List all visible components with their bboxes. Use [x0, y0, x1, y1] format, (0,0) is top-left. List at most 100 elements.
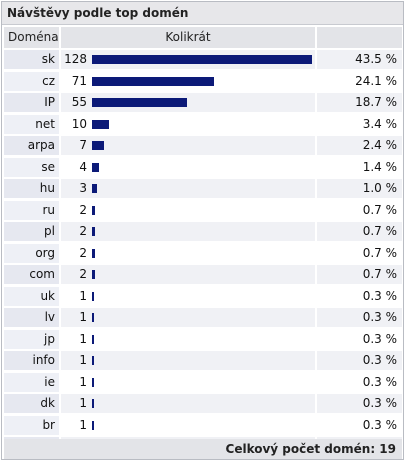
count-cell: 1	[61, 415, 315, 435]
table-row: net 10 3.4 %	[2, 114, 403, 136]
domain-cell: IP	[4, 93, 59, 112]
domain-cell: hu	[4, 179, 59, 198]
percent-cell: 0.7 %	[317, 243, 402, 263]
count-value: 128	[64, 52, 87, 66]
count-cell: 128	[61, 50, 315, 69]
percent-cell: 0.7 %	[317, 265, 402, 284]
count-cell: 3	[61, 179, 315, 198]
count-cell: 1	[61, 329, 315, 349]
panel-title: Návštěvy podle top domén	[2, 2, 403, 25]
count-bar	[92, 205, 95, 215]
percent-cell: 43.5 %	[317, 50, 402, 69]
domain-cell: net	[4, 114, 59, 134]
count-bar	[92, 55, 312, 64]
count-bar	[92, 399, 94, 408]
count-cell: 2	[61, 265, 315, 284]
domain-cell: uk	[4, 286, 59, 306]
column-header-domain: Doména	[4, 27, 59, 48]
total-domains-footer: Celkový počet domén: 19	[4, 439, 402, 459]
count-bar	[92, 377, 94, 387]
count-cell: 2	[61, 222, 315, 241]
percent-cell: 0.3 %	[317, 329, 402, 349]
count-value: 7	[79, 138, 87, 152]
percent-cell: 0.7 %	[317, 200, 402, 220]
percent-cell: 0.3 %	[317, 351, 402, 370]
table-row: ie 1 0.3 %	[2, 372, 403, 394]
count-value: 1	[79, 288, 87, 303]
table-row: com 2 0.7 %	[2, 264, 403, 286]
table-row: dk 1 0.3 %	[2, 393, 403, 415]
table-row: se 4 1.4 %	[2, 157, 403, 179]
domain-cell: com	[4, 265, 59, 284]
table-row: pl 2 0.7 %	[2, 221, 403, 243]
count-value: 71	[71, 73, 87, 88]
percent-cell: 0.3 %	[317, 308, 402, 327]
count-value: 1	[79, 331, 87, 346]
count-value: 10	[71, 116, 87, 131]
count-bar	[92, 162, 99, 172]
domain-cell: info	[4, 351, 59, 370]
table-row: IP 55 18.7 %	[2, 92, 403, 114]
domain-cell: arpa	[4, 136, 59, 155]
count-value: 2	[79, 267, 87, 281]
percent-cell: 18.7 %	[317, 93, 402, 112]
column-header-percent	[317, 27, 402, 48]
count-bar	[92, 313, 94, 322]
count-cell: 1	[61, 286, 315, 306]
domain-cell: se	[4, 157, 59, 177]
count-value: 1	[79, 353, 87, 367]
percent-cell: 1.0 %	[317, 179, 402, 198]
domain-cell: sk	[4, 50, 59, 69]
count-cell: 1	[61, 351, 315, 370]
percent-cell: 0.3 %	[317, 394, 402, 413]
count-bar	[92, 420, 94, 430]
domain-cell: ie	[4, 372, 59, 392]
count-cell: 55	[61, 93, 315, 112]
table-row: org 2 0.7 %	[2, 243, 403, 265]
table-row: lv 1 0.3 %	[2, 307, 403, 329]
domain-cell: lv	[4, 308, 59, 327]
percent-cell: 0.3 %	[317, 372, 402, 392]
count-bar	[92, 334, 94, 344]
count-value: 3	[79, 181, 87, 195]
count-bar	[92, 248, 95, 258]
count-bar	[92, 184, 97, 193]
count-value: 4	[79, 159, 87, 174]
count-cell: 1	[61, 372, 315, 392]
table-row: hu 3 1.0 %	[2, 178, 403, 200]
count-value: 1	[79, 374, 87, 389]
domain-cell: org	[4, 243, 59, 263]
percent-cell: 0.7 %	[317, 222, 402, 241]
count-cell: 2	[61, 243, 315, 263]
count-bar	[92, 291, 94, 301]
count-bar	[92, 270, 95, 279]
domain-cell: br	[4, 415, 59, 435]
count-cell: 7	[61, 136, 315, 155]
count-cell: 71	[61, 71, 315, 91]
count-bar	[92, 141, 104, 150]
count-bar	[92, 356, 94, 365]
count-bar	[92, 98, 187, 107]
table-row: br 1 0.3 %	[2, 415, 403, 437]
table-row: cz 71 24.1 %	[2, 71, 403, 93]
count-value: 2	[79, 224, 87, 238]
count-bar	[92, 76, 214, 86]
count-value: 1	[79, 417, 87, 432]
count-bar	[92, 227, 95, 236]
domain-cell: jp	[4, 329, 59, 349]
table-row: arpa 7 2.4 %	[2, 135, 403, 157]
count-cell: 2	[61, 200, 315, 220]
table-row: jp 1 0.3 %	[2, 329, 403, 351]
table-row: info 1 0.3 %	[2, 350, 403, 372]
percent-cell: 1.4 %	[317, 157, 402, 177]
percent-cell: 2.4 %	[317, 136, 402, 155]
column-header-count: Kolikrát	[61, 27, 315, 48]
domain-cell: ru	[4, 200, 59, 220]
count-value: 1	[79, 310, 87, 324]
percent-cell: 0.3 %	[317, 286, 402, 306]
count-cell: 1	[61, 394, 315, 413]
count-value: 55	[71, 95, 87, 109]
table-row: ru 2 0.7 %	[2, 200, 403, 222]
domain-cell: cz	[4, 71, 59, 91]
